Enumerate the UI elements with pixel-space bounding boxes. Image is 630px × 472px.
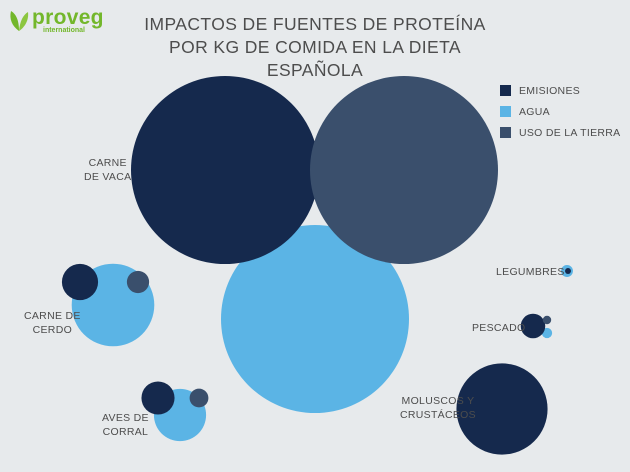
legend-swatch-uso-tierra — [500, 127, 511, 138]
chart-title: IMPACTOS DE FUENTES DE PROTEÍNA POR KG D… — [140, 13, 490, 82]
category-label-legumbres: LEGUMBRES — [496, 265, 565, 279]
bubble-pescado-emisiones — [520, 313, 546, 339]
chart-title-line-1: IMPACTOS DE FUENTES DE PROTEÍNA — [144, 14, 486, 34]
category-label-line: CERDO — [32, 324, 73, 336]
bubble-legumbres-emisiones — [565, 268, 571, 274]
category-label-line: PESCADO — [472, 322, 526, 334]
category-label-line: DE VACA — [84, 171, 132, 183]
legend-item-uso-tierra: USO DE LA TIERRA — [500, 122, 620, 143]
brand-name: proveg — [32, 6, 104, 29]
legend-item-agua: AGUA — [500, 101, 620, 122]
category-label-line: LEGUMBRES — [496, 266, 565, 278]
legend-label-agua: AGUA — [519, 105, 550, 118]
bubble-carne-de-vaca-emisiones — [131, 76, 319, 264]
category-label-line: CARNE — [88, 157, 127, 169]
category-label-moluscos-y-crustaceos: MOLUSCOS Y CRUSTÁCEOS — [400, 394, 476, 422]
bubble-aves-de-corral-emisiones — [141, 381, 175, 415]
category-label-line: CARNE DE — [24, 310, 81, 322]
bubble-carne-de-vaca-uso-tierra — [310, 76, 498, 264]
brand-sub: international — [43, 27, 86, 34]
category-label-pescado: PESCADO — [472, 321, 525, 335]
bubble-aves-de-corral-uso-tierra — [189, 388, 209, 408]
bubble-carne-de-cerdo-uso-tierra — [126, 270, 150, 294]
category-label-line: AVES DE — [102, 412, 149, 424]
category-label-aves-de-corral: AVES DE CORRAL — [102, 411, 149, 439]
leaf-icon — [10, 11, 29, 31]
legend-item-emisiones: EMISIONES — [500, 80, 620, 101]
category-label-line: MOLUSCOS Y — [401, 395, 475, 407]
legend-swatch-agua — [500, 106, 511, 117]
bubble-carne-de-vaca-agua — [221, 225, 409, 413]
bubble-pescado-uso-tierra — [542, 315, 552, 325]
legend-label-uso-tierra: USO DE LA TIERRA — [519, 126, 621, 139]
category-label-line: CRUSTÁCEOS — [400, 409, 476, 421]
chart-title-line-2: POR KG DE COMIDA EN LA DIETA ESPAÑOLA — [169, 37, 461, 80]
legend-label-emisiones: EMISIONES — [519, 84, 581, 97]
proveg-logo: proveg international — [8, 6, 128, 36]
legend-swatch-emisiones — [500, 85, 511, 96]
category-label-carne-de-cerdo: CARNE DE CERDO — [24, 309, 81, 337]
bubble-carne-de-cerdo-emisiones — [61, 263, 99, 301]
legend: EMISIONES AGUA USO DE LA TIERRA — [500, 80, 620, 143]
category-label-carne-de-vaca: CARNE DE VACA — [84, 156, 131, 184]
bubble-moluscos-y-crustaceos-emisiones — [456, 363, 548, 455]
category-label-line: CORRAL — [102, 426, 149, 438]
